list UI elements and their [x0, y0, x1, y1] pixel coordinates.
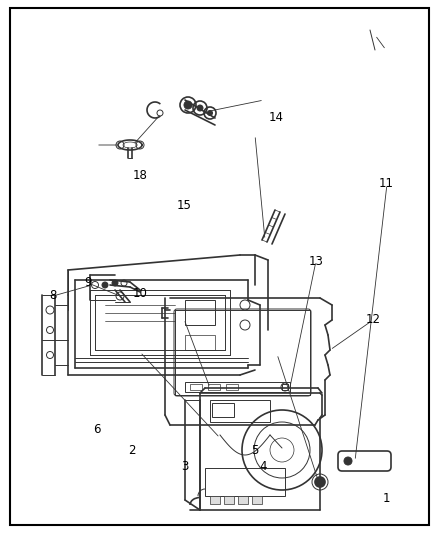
Bar: [184, 382, 290, 392]
Bar: [226, 384, 237, 390]
Bar: [190, 384, 201, 390]
Bar: [237, 496, 247, 504]
Bar: [208, 384, 219, 390]
Text: 2: 2: [127, 444, 135, 457]
Bar: [184, 300, 215, 325]
Circle shape: [314, 477, 324, 487]
Text: 8: 8: [49, 289, 56, 302]
Text: 10: 10: [133, 287, 148, 300]
Text: 18: 18: [133, 169, 148, 182]
Bar: [209, 496, 219, 504]
Bar: [251, 496, 261, 504]
Circle shape: [112, 280, 118, 286]
Text: 11: 11: [378, 177, 393, 190]
Bar: [212, 403, 233, 417]
Text: 9: 9: [84, 276, 92, 289]
Bar: [223, 496, 233, 504]
Text: 15: 15: [177, 199, 191, 212]
Text: 1: 1: [381, 492, 389, 505]
Bar: [205, 468, 284, 496]
Circle shape: [197, 105, 202, 111]
Bar: [184, 335, 215, 350]
Text: 5: 5: [251, 444, 258, 457]
Circle shape: [184, 101, 191, 109]
Circle shape: [102, 282, 108, 288]
Circle shape: [207, 110, 212, 116]
Bar: [209, 400, 269, 422]
Text: 12: 12: [365, 313, 380, 326]
Bar: [281, 384, 287, 390]
Text: 6: 6: [92, 423, 100, 435]
Text: 14: 14: [268, 111, 283, 124]
Circle shape: [343, 457, 351, 465]
Text: 3: 3: [180, 460, 187, 473]
Text: 4: 4: [259, 460, 267, 473]
Text: 13: 13: [308, 255, 323, 268]
